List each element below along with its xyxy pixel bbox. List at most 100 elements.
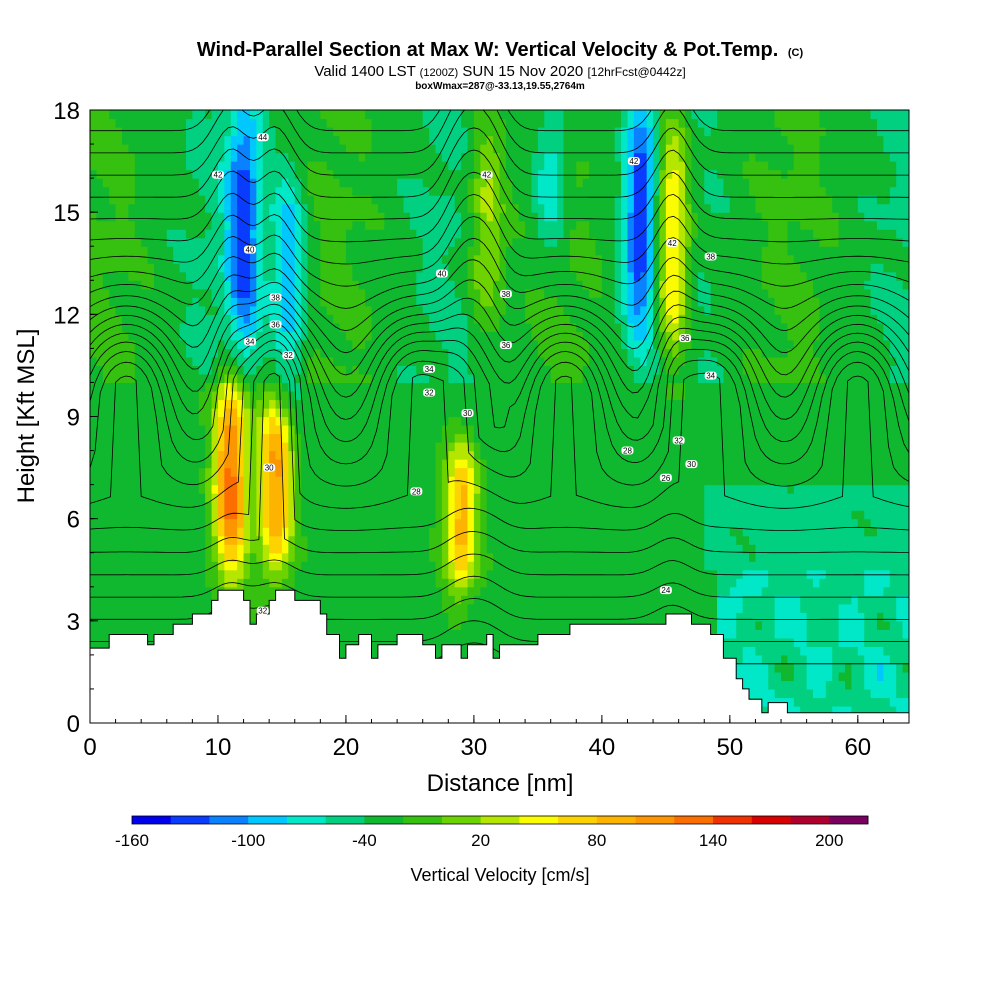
velocity-cell: [371, 280, 379, 290]
velocity-cell: [352, 501, 360, 511]
velocity-cell: [384, 535, 392, 545]
velocity-cell: [333, 544, 341, 554]
velocity-cell: [313, 493, 321, 503]
velocity-cell: [224, 467, 232, 477]
velocity-cell: [179, 144, 187, 154]
velocity-cell: [237, 195, 245, 205]
velocity-cell: [371, 629, 379, 639]
velocity-cell: [352, 390, 360, 401]
velocity-cell: [211, 373, 219, 384]
velocity-cell: [333, 127, 341, 137]
velocity-cell: [166, 416, 174, 426]
velocity-cell: [224, 178, 232, 188]
velocity-cell: [307, 595, 315, 605]
velocity-cell: [499, 178, 507, 188]
velocity-cell: [243, 263, 251, 273]
velocity-cell: [358, 144, 366, 154]
velocity-cell: [153, 135, 161, 145]
velocity-cell: [390, 603, 398, 613]
velocity-cell: [96, 382, 104, 392]
velocity-cell: [115, 501, 123, 511]
velocity-cell: [429, 118, 437, 128]
velocity-cell: [269, 195, 277, 205]
velocity-cell: [384, 569, 392, 579]
velocity-cell: [505, 135, 513, 145]
velocity-cell: [365, 203, 373, 213]
velocity-cell: [134, 237, 142, 247]
velocity-cell: [467, 459, 475, 469]
velocity-cell: [333, 152, 341, 162]
velocity-cell: [422, 433, 430, 443]
velocity-cell: [173, 578, 181, 588]
velocity-cell: [256, 476, 264, 486]
velocity-cell: [288, 535, 296, 545]
velocity-cell: [397, 501, 405, 511]
velocity-cell: [326, 552, 334, 562]
velocity-cell: [505, 467, 513, 477]
velocity-cell: [256, 203, 264, 213]
velocity-cell: [237, 169, 245, 179]
velocity-cell: [185, 527, 193, 537]
velocity-cell: [294, 110, 302, 120]
velocity-cell: [493, 552, 501, 562]
velocity-cell: [115, 195, 123, 205]
velocity-cell: [416, 237, 424, 247]
velocity-cell: [377, 118, 385, 128]
velocity-cell: [147, 416, 155, 426]
velocity-cell: [467, 220, 475, 230]
velocity-cell: [403, 527, 411, 537]
velocity-cell: [96, 144, 104, 154]
velocity-cell: [128, 501, 136, 511]
velocity-cell: [275, 356, 283, 367]
velocity-cell: [397, 178, 405, 188]
velocity-cell: [377, 339, 385, 349]
velocity-cell: [205, 127, 213, 137]
velocity-cell: [397, 399, 405, 409]
velocity-cell: [525, 442, 533, 452]
velocity-cell: [237, 484, 245, 494]
velocity-cell: [275, 169, 283, 179]
velocity-cell: [269, 433, 277, 443]
velocity-cell: [493, 595, 501, 605]
velocity-cell: [160, 331, 168, 341]
velocity-cell: [480, 629, 488, 639]
velocity-cell: [352, 356, 360, 367]
velocity-cell: [505, 450, 513, 460]
velocity-cell: [505, 186, 513, 196]
velocity-cell: [96, 212, 104, 222]
velocity-cell: [96, 339, 104, 349]
velocity-cell: [275, 237, 283, 247]
velocity-cell: [160, 322, 168, 332]
velocity-cell: [243, 484, 251, 494]
velocity-cell: [141, 586, 149, 596]
velocity-cell: [179, 527, 187, 537]
velocity-cell: [313, 442, 321, 452]
velocity-cell: [397, 629, 405, 639]
velocity-cell: [493, 297, 501, 307]
velocity-cell: [134, 629, 142, 639]
velocity-cell: [128, 322, 136, 332]
velocity-cell: [441, 169, 449, 179]
velocity-cell: [294, 178, 302, 188]
velocity-cell: [281, 390, 289, 401]
velocity-cell: [301, 416, 309, 426]
velocity-cell: [96, 356, 104, 367]
velocity-cell: [320, 442, 328, 452]
velocity-cell: [134, 552, 142, 562]
velocity-cell: [294, 305, 302, 315]
velocity-cell: [429, 595, 437, 605]
velocity-cell: [409, 586, 417, 596]
velocity-cell: [96, 425, 104, 435]
velocity-cell: [320, 552, 328, 562]
velocity-cell: [128, 510, 136, 520]
velocity-cell: [365, 280, 373, 290]
velocity-cell: [409, 237, 417, 247]
velocity-cell: [160, 365, 168, 375]
velocity-cell: [281, 407, 289, 418]
velocity-cell: [237, 229, 245, 239]
velocity-cell: [121, 212, 129, 222]
velocity-cell: [448, 229, 456, 239]
velocity-cell: [262, 212, 270, 222]
velocity-cell: [384, 620, 392, 630]
velocity-cell: [166, 612, 174, 622]
